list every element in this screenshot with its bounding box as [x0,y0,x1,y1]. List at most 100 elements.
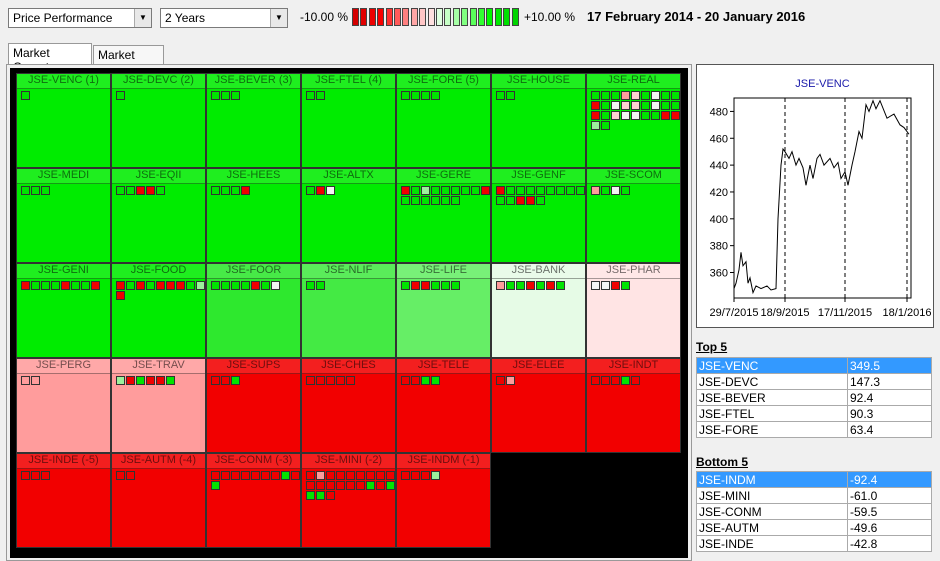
y-tick-label: 380 [710,241,728,253]
measure-dropdown[interactable]: Price Performance ▼ [8,8,152,28]
stock-square [411,196,420,205]
stock-square [221,281,230,290]
scale-box [478,8,485,26]
stock-square [431,376,440,385]
stock-square [611,111,620,120]
stock-square [356,471,365,480]
carpet-cell: JSE-SUPS [206,358,301,453]
price-line [733,99,910,295]
stock-square [496,91,505,100]
stock-square [356,481,365,490]
stock-square [126,376,135,385]
stock-square [536,186,545,195]
dropdown-arrow: ▼ [134,9,151,27]
carpet-cell: JSE-EQII [111,168,206,263]
carpet-cell: JSE-MEDI [16,168,111,263]
stock-square [411,91,420,100]
carpet-cell: JSE-LIFE [396,263,491,358]
stock-square [306,281,315,290]
stock-square [496,281,505,290]
market-carpet: JSE-VENC (1) JSE-DEVC (2) JSE-BEVER (3) JSE… [10,68,688,558]
stock-square [621,376,630,385]
carpet-cell: JSE-SCOM [586,168,681,263]
stock-square [516,196,525,205]
stock-square [31,186,40,195]
stock-square [526,196,535,205]
table-row: JSE-VENC 349.5 [696,357,932,374]
carpet-cell: JSE-TELE [396,358,491,453]
stock-square [611,376,620,385]
cell-label: JSE-PHAR [587,264,680,279]
stock-square [156,281,165,290]
value-cell: -59.5 [847,503,932,520]
stock-square [421,376,430,385]
stock-square [21,91,30,100]
stock-square [366,471,375,480]
top-title: Top 5 [696,340,728,354]
stock-square [621,186,630,195]
cell-label: JSE-VENC (1) [17,74,110,89]
table-row: JSE-AUTM -49.6 [696,519,932,536]
stock-square [411,186,420,195]
tab[interactable]: Market Carpets [8,43,92,74]
stock-square [366,481,375,490]
stock-square [641,111,650,120]
stock-square [271,471,280,480]
stock-square [146,186,155,195]
carpet-cell: JSE-CONM (-3) [206,453,301,548]
scale-box [436,8,443,26]
x-tick-label: 18/9/2015 [761,307,810,319]
cell-label: JSE-EQII [112,169,205,184]
stock-square [671,91,680,100]
cell-label: JSE-ALTX [302,169,395,184]
stock-square [526,281,535,290]
stock-square [221,376,230,385]
scale-box [452,8,460,26]
carpet-cell: JSE-BEVER (3) [206,73,301,168]
stock-square [591,101,600,110]
carpet-cell: JSE-INDM (-1) [396,453,491,548]
carpet-cell: JSE-NLIF [301,263,396,358]
stock-square [126,186,135,195]
name-cell: JSE-DEVC [696,373,848,390]
stock-square [271,281,280,290]
carpet-cell: JSE-REAL [586,73,681,168]
name-cell: JSE-INDE [696,535,848,552]
stock-square [166,376,175,385]
carpet-cell: JSE-FOOR [206,263,301,358]
stock-square [81,281,90,290]
stock-square [591,186,600,195]
stock-square [211,281,220,290]
stock-square [671,111,680,120]
top-table: JSE-VENC 349.5 JSE-DEVC 147.3 JSE-BEVER 92.4 J… [696,357,932,438]
stock-square [31,471,40,480]
scale-box [486,8,494,26]
stock-square [471,186,480,195]
stock-square [71,281,80,290]
period-dropdown[interactable]: 2 Years ▼ [160,8,288,28]
stock-square [601,91,610,100]
stock-square [346,376,355,385]
stock-square [411,376,420,385]
cell-label: JSE-HOUSE [492,74,585,89]
stock-square [401,281,410,290]
stock-square [326,471,335,480]
tab[interactable]: Market Meter [93,45,164,76]
stock-square [431,281,440,290]
stock-square [326,186,335,195]
stock-square [261,281,270,290]
stock-square [116,186,125,195]
stock-square [431,471,440,480]
scale-box [503,8,511,26]
stock-square [116,91,125,100]
stock-square [401,376,410,385]
stock-square [316,186,325,195]
x-tick-label: 17/11/2015 [818,307,872,319]
scale-box [385,8,393,26]
carpet-cell: JSE-BANK [491,263,586,358]
cell-label: JSE-FTEL (4) [302,74,395,89]
cell-label: JSE-FOOR [207,264,300,279]
stock-square [556,186,565,195]
scale-box [511,8,519,26]
